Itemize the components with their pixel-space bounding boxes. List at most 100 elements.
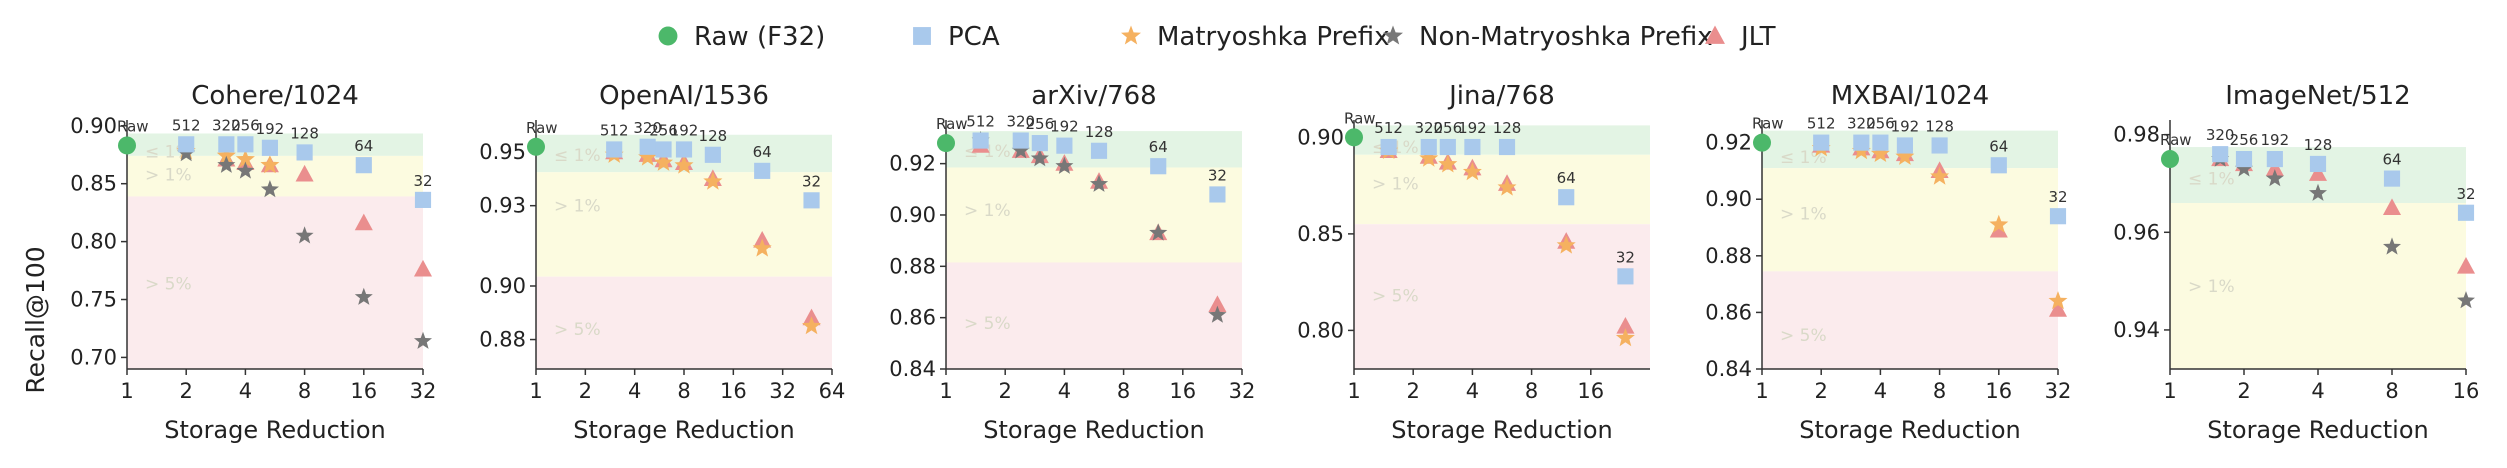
- jlt-point: [354, 213, 373, 231]
- jlt-point: [1208, 295, 1227, 312]
- y-axis-label: Recall@100: [21, 246, 50, 393]
- y-tick-label: 0.86: [889, 306, 936, 330]
- x-tick-label: 32: [410, 379, 437, 403]
- non-matryoshka-point: [2457, 291, 2475, 309]
- raw-label: Raw: [1344, 109, 1376, 127]
- x-tick-label: 1: [939, 379, 952, 403]
- y-tick-label: 0.98: [2113, 123, 2160, 147]
- x-tick-label: 8: [677, 379, 690, 403]
- legend-marker-triangle: [1705, 25, 1725, 44]
- panel-title: OpenAI/1536: [599, 81, 769, 111]
- x-tick-label: 1: [1755, 379, 1768, 403]
- pca-point: [754, 162, 771, 179]
- x-tick-label: 8: [2385, 379, 2398, 403]
- pca-point: [2457, 204, 2475, 221]
- legend-label: Non-Matryoshka Prefix: [1419, 22, 1713, 52]
- jlt-point: [2382, 198, 2402, 216]
- x-tick-label: 1: [2163, 379, 2176, 403]
- pca-dim-label: 64: [2382, 151, 2401, 169]
- y-tick-label: 0.84: [889, 357, 936, 381]
- x-tick-label: 2: [1815, 379, 1828, 403]
- panel-arxiv-768: ≤ 1%> 1%> 5%arXiv/7680.840.860.880.900.9…: [889, 81, 1255, 444]
- pca-point: [1439, 138, 1456, 156]
- zone-label-over-1: > 1%: [1372, 175, 1419, 195]
- y-tick-label: 0.80: [70, 230, 117, 254]
- x-axis-label: Storage Reduction: [1799, 416, 2021, 444]
- pca-point: [1617, 268, 1634, 285]
- pca-point: [972, 132, 989, 149]
- pca-point: [296, 144, 313, 161]
- pca-dim-label: 64: [1989, 137, 2008, 155]
- legend-item-raw-f32: Raw (F32): [658, 22, 825, 52]
- pca-point: [1031, 135, 1048, 152]
- legend-item-pca: PCA: [913, 22, 1000, 52]
- pca-point: [1150, 158, 1167, 175]
- non-matryoshka-point: [1208, 305, 1227, 323]
- jlt-point: [2308, 164, 2328, 181]
- non-matryoshka-point: [1030, 149, 1049, 167]
- matryoshka-point: [1497, 177, 1517, 196]
- x-tick-label: 16: [1985, 379, 2012, 403]
- zone-over-5pct: [946, 262, 1242, 369]
- x-tick-label: 4: [2311, 379, 2324, 403]
- pca-dim-label: 256: [231, 116, 260, 134]
- pca-dim-label: 256: [1026, 115, 1055, 133]
- x-tick-label: 16: [1577, 379, 1604, 403]
- panel-title: MXBAI/1024: [1831, 81, 1989, 111]
- legend-item-jlt: JLT: [1705, 22, 1776, 52]
- panel-imagenet-512: ≤ 1% > 1% ImageNet/512 0.94 0.96 0.98 1 2 4 8 16 St…: [2113, 81, 2479, 444]
- pca-point: [1872, 134, 1889, 151]
- y-tick-label: 0.96: [2113, 220, 2160, 244]
- non-matryoshka-point: [1149, 223, 1168, 241]
- non-matryoshka-point: [2383, 237, 2401, 255]
- matryoshka-point: [216, 145, 236, 164]
- x-tick-label: 16: [720, 379, 747, 403]
- pca-point: [2212, 146, 2229, 163]
- y-tick-label: 0.93: [479, 194, 526, 218]
- pca-point: [803, 192, 820, 209]
- pca-point: [1012, 132, 1029, 149]
- pca-dim-label: 64: [1557, 169, 1576, 187]
- x-tick-label: 8: [1525, 379, 1538, 403]
- x-tick-label: 2: [579, 379, 592, 403]
- y-tick-label: 0.94: [2113, 318, 2160, 342]
- x-tick-label: 64: [819, 379, 846, 403]
- pca-dim-label: 128: [1493, 119, 1522, 137]
- pca-dim-label: 128: [699, 127, 728, 145]
- non-matryoshka-point: [177, 144, 196, 162]
- jlt-point: [1616, 317, 1635, 334]
- y-tick-label: 0.90: [1705, 187, 1752, 211]
- jlt-point: [2456, 256, 2476, 274]
- pca-point: [178, 136, 195, 153]
- non-matryoshka-point: [260, 180, 279, 198]
- pca-dim-label: 320: [1847, 115, 1876, 133]
- matryoshka-point: [1438, 154, 1458, 173]
- pca-dim-label: 192: [670, 121, 699, 139]
- jlt-point: [1989, 220, 2008, 238]
- zone-label-over-5: > 5%: [964, 314, 1011, 334]
- pca-dim-label: 512: [172, 116, 201, 134]
- raw-label: Raw: [1752, 115, 1784, 133]
- jlt-point: [295, 164, 314, 182]
- y-tick-label: 0.70: [70, 345, 117, 369]
- legend-item-matryoshka-prefix: Matryoshka Prefix: [1121, 22, 1389, 52]
- y-tick-label: 0.90: [479, 274, 526, 298]
- matryoshka-point: [1615, 328, 1635, 347]
- x-tick-label: 8: [1933, 379, 1946, 403]
- x-tick-label: 2: [999, 379, 1012, 403]
- pca-dim-label: 128: [1925, 117, 1954, 135]
- x-tick-label: 2: [1407, 379, 1420, 403]
- pca-dim-label: 256: [2230, 131, 2259, 149]
- pca-dim-label: 128: [1085, 123, 1114, 141]
- pca-dim-label: 32: [2048, 188, 2067, 206]
- raw-point: [1345, 128, 1363, 147]
- raw-label: Raw: [936, 115, 968, 133]
- x-tick-label: 16: [350, 379, 377, 403]
- non-matryoshka-point: [1055, 156, 1074, 174]
- pca-point: [355, 157, 372, 174]
- y-tick-label: 0.88: [1705, 244, 1752, 268]
- non-matryoshka-point: [236, 161, 255, 179]
- pca-dim-label: 256: [1434, 119, 1463, 137]
